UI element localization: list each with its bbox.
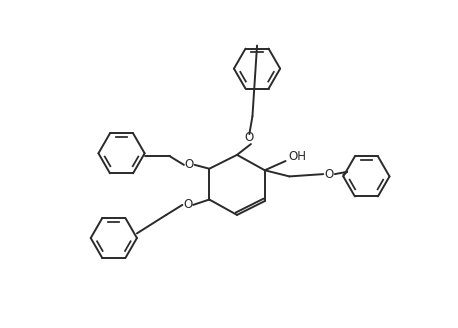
Text: O: O bbox=[183, 198, 192, 212]
Text: O: O bbox=[185, 158, 194, 171]
Text: OH: OH bbox=[289, 150, 306, 163]
Text: O: O bbox=[325, 168, 334, 181]
Text: O: O bbox=[245, 132, 254, 144]
